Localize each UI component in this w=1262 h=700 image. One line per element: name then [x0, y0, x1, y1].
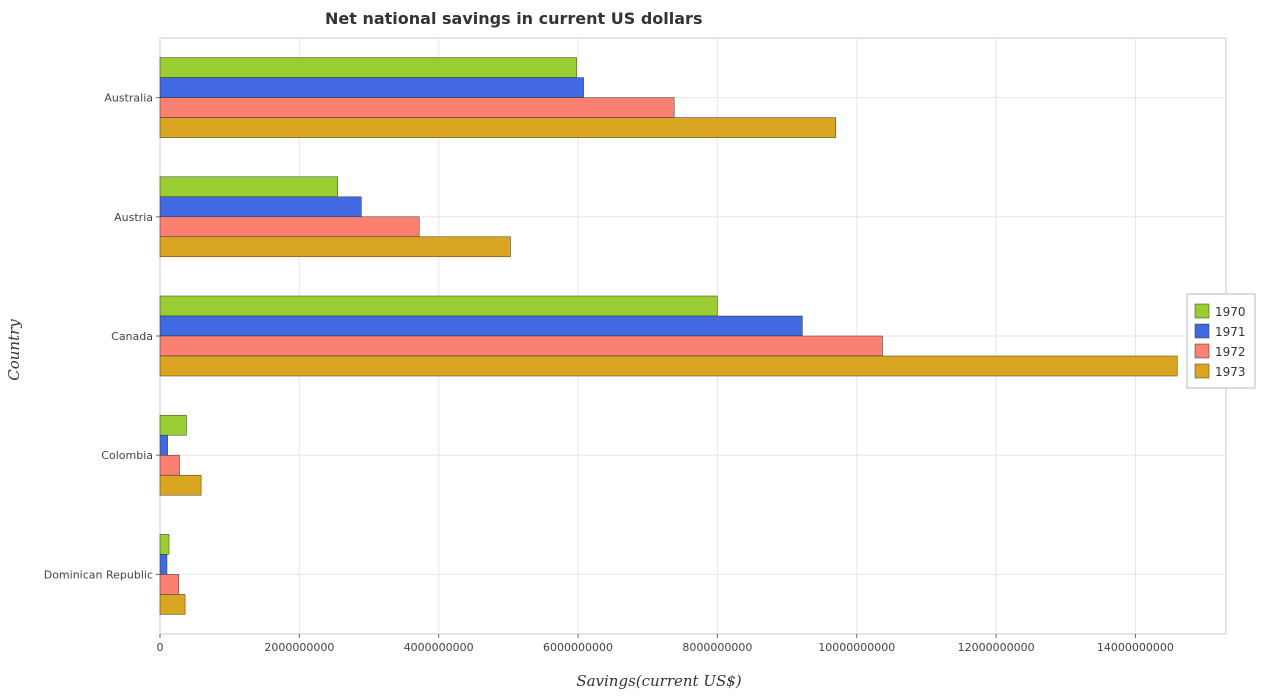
- bar: [159, 434, 168, 456]
- bar: [159, 554, 168, 575]
- legend-swatch: [1194, 303, 1210, 319]
- y-tick-label: Australia: [104, 92, 153, 105]
- bars: [159, 57, 1178, 615]
- y-axis-title: Country: [5, 319, 23, 381]
- legend-label: 1970: [1215, 305, 1246, 319]
- x-tick-label: 8000000000: [682, 641, 752, 654]
- x-tick-label: 14000000000: [1097, 641, 1174, 654]
- x-tick-label: 4000000000: [404, 641, 474, 654]
- plot-area: 0 2000000000 4000000000 6000000000 800000000…: [44, 37, 1227, 654]
- x-tick-label: 12000000000: [958, 641, 1035, 654]
- y-tick-label: Dominican Republic: [44, 568, 153, 581]
- legend-label: 1973: [1215, 365, 1246, 379]
- bar: [159, 117, 837, 138]
- bar: [159, 176, 338, 198]
- y-ticks: Australia Austria Canada Colombia Dominican …: [44, 92, 160, 581]
- bar: [159, 57, 577, 78]
- y-tick-label: Colombia: [101, 449, 153, 462]
- x-tick-label: 0: [157, 641, 164, 654]
- bar: [159, 355, 1178, 377]
- bar: [159, 216, 420, 238]
- legend-swatch: [1194, 323, 1210, 339]
- bar: [159, 97, 675, 118]
- x-tick-label: 6000000000: [543, 641, 613, 654]
- legend: 1970 1971 1972 1973: [1186, 293, 1256, 389]
- x-ticks: 0 2000000000 4000000000 6000000000 800000000…: [157, 634, 1174, 654]
- bar: [159, 414, 187, 436]
- bar: [159, 594, 186, 615]
- bar: [159, 454, 180, 476]
- bar: [159, 574, 180, 595]
- bar: [159, 295, 718, 317]
- bar: [159, 236, 511, 258]
- bar: [159, 315, 803, 337]
- y-tick-label: Austria: [114, 211, 153, 224]
- x-tick-label: 10000000000: [818, 641, 895, 654]
- bar: [159, 474, 202, 496]
- x-tick-label: 2000000000: [264, 641, 334, 654]
- legend-swatch: [1194, 363, 1210, 379]
- legend-label: 1972: [1215, 345, 1246, 359]
- bar: [159, 335, 883, 357]
- x-axis-title: Savings(current US$): [576, 672, 741, 690]
- bar: [159, 534, 170, 555]
- y-tick-label: Canada: [111, 330, 153, 343]
- bar: [159, 77, 584, 98]
- legend-label: 1971: [1215, 325, 1246, 339]
- legend-swatch: [1194, 343, 1210, 359]
- chart-title: Net national savings in current US dolla…: [325, 9, 702, 28]
- bar: [159, 196, 362, 218]
